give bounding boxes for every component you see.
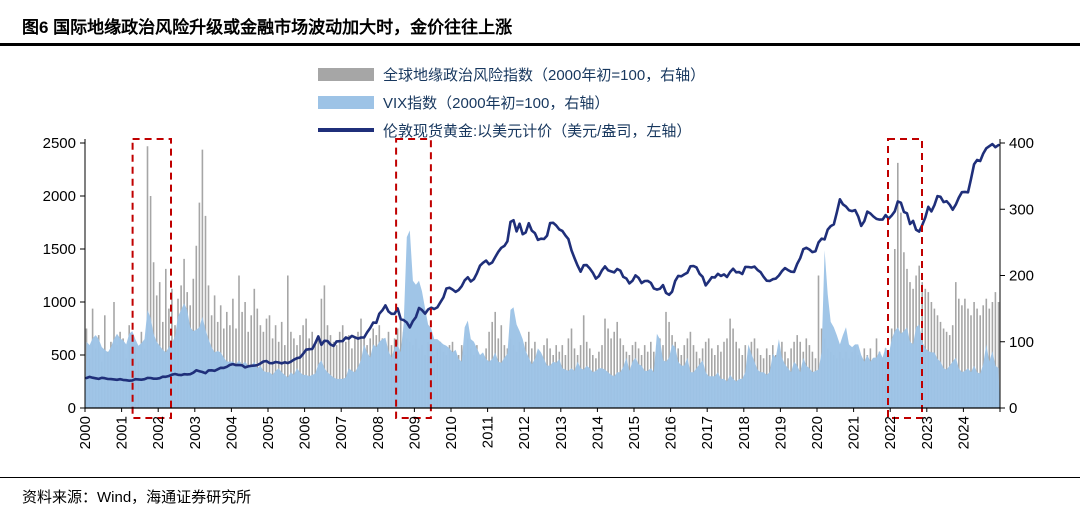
x-axis-year-label: 2012 [516, 416, 533, 449]
left-axis-tick-label: 0 [68, 400, 76, 417]
x-axis-year-label: 2024 [955, 416, 972, 449]
x-axis-year-label: 2007 [333, 416, 350, 449]
x-axis-year-label: 2022 [882, 416, 899, 449]
left-axis-tick-label: 500 [51, 347, 76, 364]
legend-item-gold: 伦敦现货黄金:以美元计价（美元/盎司，左轴） [318, 116, 705, 144]
x-axis-year-label: 2015 [626, 416, 643, 449]
highlight-box [131, 138, 173, 419]
x-axis-year-label: 2011 [480, 416, 497, 448]
x-axis-year-label: 2004 [223, 416, 240, 449]
right-axis-tick-label: 400 [1009, 135, 1034, 152]
x-axis-year-label: 2002 [150, 416, 167, 449]
x-axis-year-label: 2010 [443, 416, 460, 449]
vix-area-swatch-icon [318, 95, 374, 109]
left-axis-tick-label: 2000 [43, 188, 76, 205]
x-axis-year-label: 2021 [846, 416, 863, 449]
figure-header: 图6 国际地缘政治风险升级或金融市场波动加大时，金价往往上涨 [0, 0, 1080, 46]
x-axis-year-label: 2014 [589, 416, 606, 449]
x-axis-year-label: 2003 [187, 416, 204, 449]
x-axis-year-label: 2005 [260, 416, 277, 449]
x-axis-year-label: 2023 [919, 416, 936, 449]
x-axis-year-label: 2020 [809, 416, 826, 449]
right-axis-tick-label: 0 [1009, 400, 1017, 417]
gold-line-swatch-icon [318, 128, 374, 132]
highlight-box [887, 138, 923, 419]
x-axis-year-label: 2006 [297, 416, 314, 449]
legend-label-gpr: 全球地缘政治风险指数（2000年初=100，右轴） [383, 66, 706, 84]
footer-divider [0, 477, 1080, 478]
right-axis-tick-label: 200 [1009, 268, 1034, 285]
left-axis-tick-label: 2500 [43, 135, 76, 152]
x-axis-year-label: 2019 [772, 416, 789, 449]
right-axis-tick-label: 100 [1009, 334, 1034, 351]
gold-price-line [85, 142, 1000, 383]
left-axis-tick-label: 1500 [43, 241, 76, 258]
legend-label-gold: 伦敦现货黄金:以美元计价（美元/盎司，左轴） [383, 122, 692, 140]
left-axis-tick-label: 1000 [43, 294, 76, 311]
x-axis-year-label: 2017 [699, 416, 716, 449]
legend-item-vix: VIX指数（2000年初=100，右轴） [318, 88, 705, 116]
x-axis-year-label: 2000 [77, 416, 94, 449]
chart-legend: 全球地缘政治风险指数（2000年初=100，右轴） VIX指数（2000年初=1… [318, 60, 705, 144]
figure-title: 图6 国际地缘政治风险升级或金融市场波动加大时，金价往往上涨 [22, 18, 513, 37]
chart-canvas: 0 500 1000 1500 2000 2500 0 100 200 300 400 2000 200… [43, 135, 1034, 449]
x-axis-year-label: 2009 [406, 416, 423, 449]
x-axis-year-label: 2016 [663, 416, 680, 449]
highlight-box [395, 138, 432, 419]
legend-item-gpr: 全球地缘政治风险指数（2000年初=100，右轴） [318, 60, 705, 88]
gpr-bar-swatch-icon [318, 67, 374, 81]
x-axis-year-label: 2018 [736, 416, 753, 449]
vix-area [85, 230, 1000, 408]
x-axis-year-label: 2013 [553, 416, 570, 449]
x-axis-year-label: 2001 [114, 416, 131, 449]
legend-label-vix: VIX指数（2000年初=100，右轴） [383, 94, 610, 112]
source-note: 资料来源：Wind，海通证券研究所 [22, 489, 252, 506]
x-axis-year-label: 2008 [370, 416, 387, 449]
right-axis-tick-label: 300 [1009, 201, 1034, 218]
